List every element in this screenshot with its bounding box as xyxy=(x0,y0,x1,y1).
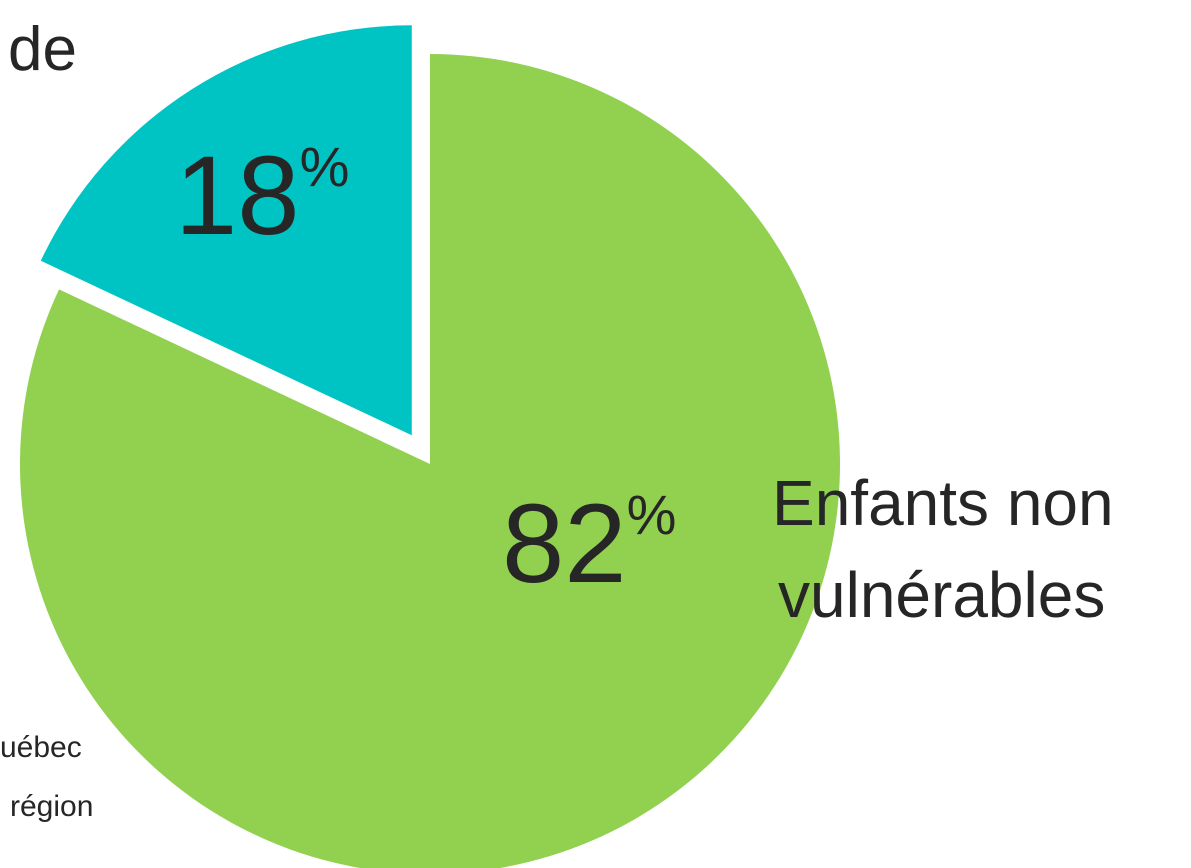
category-label-line-2: vulnérables xyxy=(778,559,1105,631)
value-unit-18: % xyxy=(300,135,350,198)
value-number-18: 18 xyxy=(175,133,300,258)
footnote-line-2: région xyxy=(10,790,93,823)
pie-slice-18 xyxy=(40,25,412,436)
value-number-82: 82 xyxy=(502,481,627,606)
value-label-18: 18% xyxy=(175,133,349,258)
footnote-line-1: uébec xyxy=(0,731,82,764)
pie-slice-82 xyxy=(20,54,840,868)
value-unit-82: % xyxy=(627,483,677,546)
value-label-82: 82% xyxy=(502,481,676,606)
title-fragment: de xyxy=(8,15,77,84)
category-label-line-1: Enfants non xyxy=(772,467,1114,539)
pie-slices xyxy=(20,25,840,868)
